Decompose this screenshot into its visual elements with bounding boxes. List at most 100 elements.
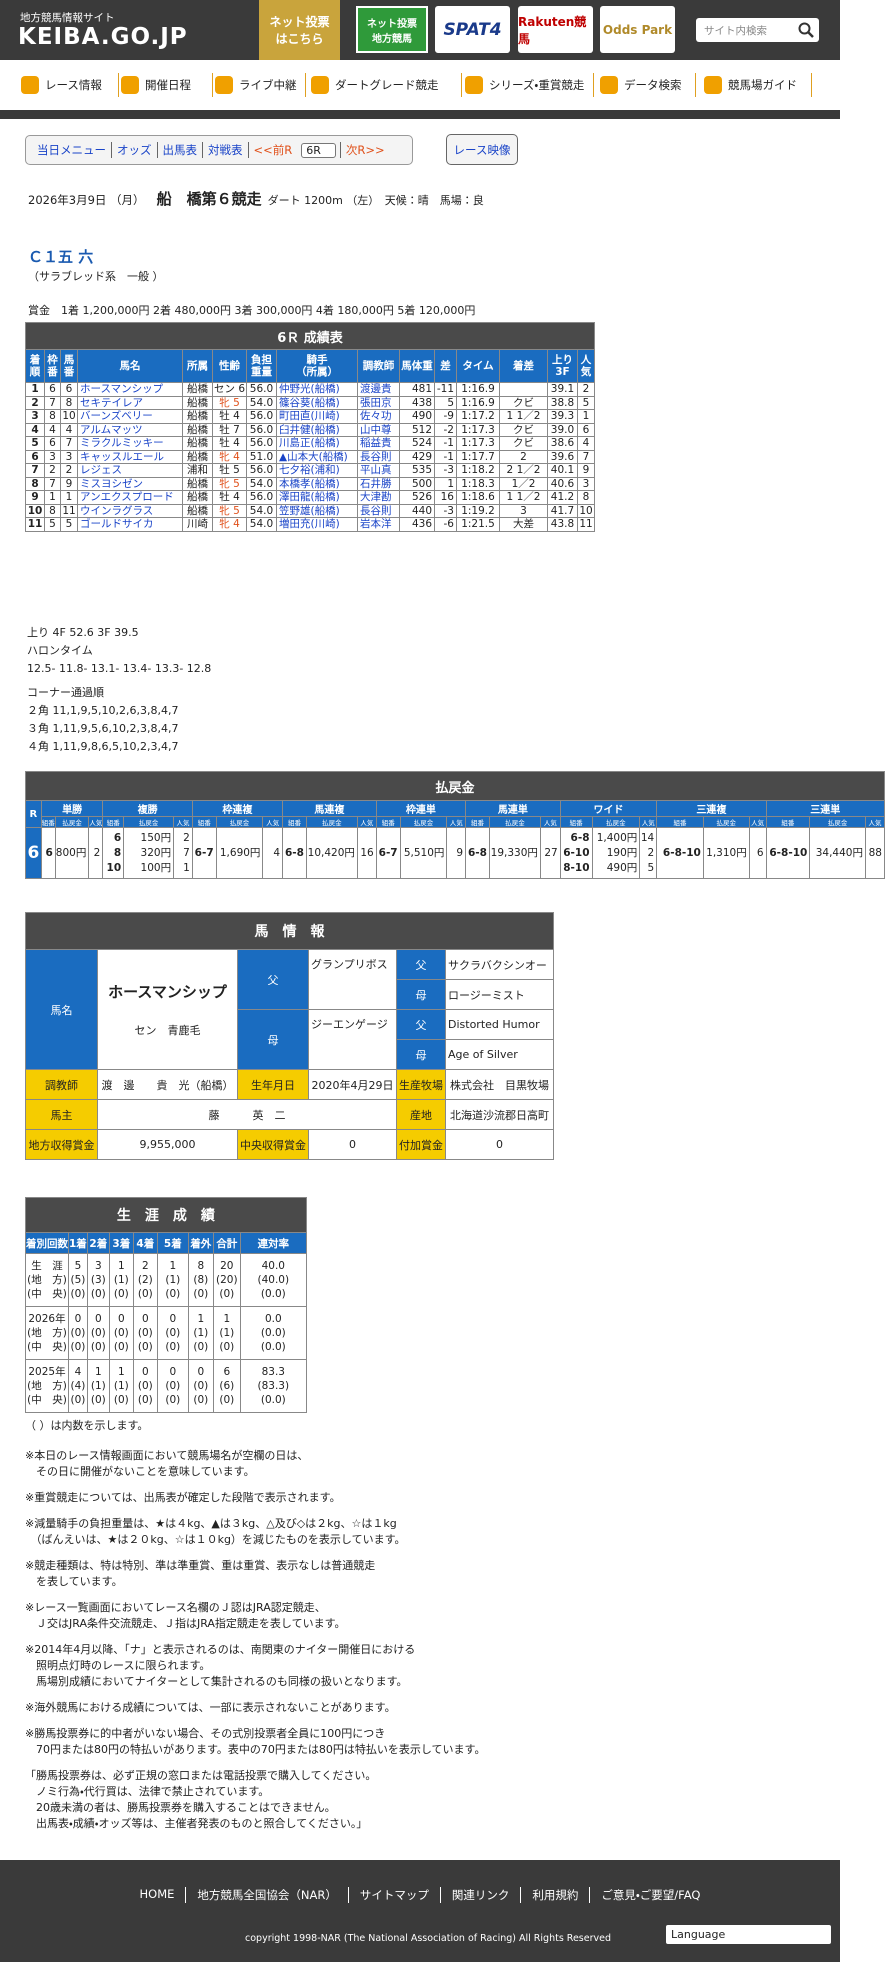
result-cell[interactable]: 石井勝 — [357, 476, 400, 491]
career-value: (0) — [90, 1394, 106, 1406]
note-line: その日に開催がないことを意味しています。 — [25, 1465, 255, 1478]
result-cell[interactable]: キャッスルエール — [77, 449, 183, 464]
footer-link[interactable]: 地方競馬全国協会（NAR） — [185, 1887, 347, 1903]
result-cell[interactable]: 渡邊貴 — [357, 382, 400, 397]
horse-info-title: 馬 情 報 — [25, 912, 554, 950]
result-cell[interactable]: アンエクスプロード — [77, 490, 183, 505]
language-select[interactable]: Language — [666, 1925, 831, 1944]
result-cell: 2 1／2 — [499, 463, 548, 478]
footer-link[interactable]: サイトマップ — [347, 1887, 440, 1903]
header-line: 番 — [47, 366, 58, 378]
result-cell[interactable]: 澤田龍(船橋) — [276, 490, 358, 505]
career-value: 5 — [74, 1260, 82, 1272]
search-icon[interactable] — [797, 21, 815, 39]
career-cell: 0 (0) (0) — [156, 1306, 189, 1360]
race-line: 2026年3月9日 （月） 船 橋第６競走 ダート 1200m （左） 天候：晴 馬… — [28, 188, 828, 210]
result-cell[interactable]: レジェス — [77, 463, 183, 478]
career-cell: 1 (1) (0) — [187, 1306, 214, 1360]
career-value: (0) — [113, 1341, 129, 1353]
menu-link[interactable]: <<前R — [247, 142, 298, 158]
result-cell[interactable]: 稲益貴 — [357, 436, 400, 451]
search-box[interactable]: サイト内検索 — [696, 18, 819, 42]
menu-link[interactable]: 対戦表 — [202, 142, 248, 158]
result-cell: 船橋 — [182, 503, 213, 518]
result-cell[interactable]: 張田京 — [357, 395, 400, 410]
result-cell[interactable]: ▲山本大(船橋) — [276, 449, 358, 464]
menu-link[interactable]: 当日メニュー — [37, 143, 106, 157]
nar-banner[interactable]: ネット投票 地方競馬 — [356, 6, 428, 53]
result-cell[interactable]: 本橋孝(船橋) — [276, 476, 358, 491]
result-cell[interactable]: ホースマンシップ — [77, 382, 183, 397]
result-cell[interactable]: 川島正(船橋) — [276, 436, 358, 451]
nav-item[interactable]: データ検索 — [600, 73, 696, 97]
result-cell[interactable]: 岩本洋 — [357, 517, 400, 532]
result-cell[interactable]: 臼井健(船橋) — [276, 422, 358, 437]
nav-item[interactable]: ライブ中継 — [215, 73, 306, 97]
partner-banner[interactable]: Odds Park — [600, 6, 675, 53]
footer-link[interactable]: 利用規約 — [520, 1887, 589, 1903]
race-select[interactable]: 6R — [301, 142, 336, 158]
result-cell[interactable]: 佐々功 — [357, 409, 400, 424]
result-cell — [499, 382, 548, 397]
bet-type: 馬連複 — [282, 800, 377, 817]
result-cell[interactable]: 山中尊 — [357, 422, 400, 437]
menu-link[interactable]: オッズ — [111, 142, 157, 158]
result-cell[interactable]: 仲野光(船橋) — [276, 382, 358, 397]
result-cell[interactable]: ウインラグラス — [77, 503, 183, 518]
result-cell[interactable]: セキテイレア — [77, 395, 183, 410]
partner-banner[interactable]: Rakuten競馬 — [518, 6, 593, 53]
result-cell[interactable]: アルムマッツ — [77, 422, 183, 437]
video-button[interactable]: レース映像 — [446, 134, 518, 165]
partner-banner[interactable]: SPAT4 — [435, 6, 510, 53]
career-table: 生 涯 成 績着別回数 1着 2着 3着 4着 5着 着外 合計 連対率生 涯 (地 方) (中 央… — [25, 1197, 307, 1413]
results-table: 6Ｒ 成績表着順枠番馬番馬名 所属 性齢 負担 重量 騎手 （所属） 調教師 馬体重差タイム 着差… — [25, 322, 595, 532]
result-cell[interactable]: 町田直(川崎) — [276, 409, 358, 424]
bet-type: 三連複 — [656, 800, 767, 817]
result-cell: 56.0 — [246, 382, 277, 397]
career-header: 4着 — [132, 1232, 158, 1254]
nav-item[interactable]: シリーズ・重賞競走 — [465, 73, 594, 97]
menu-link[interactable]: 次R>> — [339, 142, 390, 158]
nav-item[interactable]: レース情報 — [21, 73, 119, 97]
group-row: R 単勝 複勝 枠連複 馬連複 枠連単 馬連単 ワイド 三連複 三連単 — [25, 800, 885, 828]
career-value: 0 — [117, 1313, 125, 1325]
result-cell: 牡 5 — [212, 463, 247, 478]
footer-link[interactable]: HOME — [139, 1887, 175, 1901]
result-cell[interactable]: ミラクルミッキー — [77, 436, 183, 451]
nav-item[interactable]: 開催日程 — [121, 73, 213, 97]
sub-header: 払戻金 — [305, 816, 358, 828]
result-cell[interactable]: ゴールドサイカ — [77, 517, 183, 532]
result-cell[interactable]: 長谷則 — [357, 503, 400, 518]
result-cell: 40.1 — [547, 463, 578, 478]
result-cell[interactable]: 笠野雄(船橋) — [276, 503, 358, 518]
net-bet-button[interactable]: ネット投票 はこちら — [259, 0, 340, 60]
header-line: 調教師 — [362, 360, 395, 372]
title-row: 6Ｒ 成績表 — [25, 322, 595, 350]
nav-item[interactable]: 競馬場ガイド — [704, 73, 812, 97]
footer-link[interactable]: ご意見・ご要望/FAQ — [589, 1887, 711, 1903]
logo[interactable]: KEIBA.GO.JP — [18, 24, 188, 50]
result-cell[interactable]: 増田充(川崎) — [276, 517, 358, 532]
footer-link[interactable]: 関連リンク — [439, 1887, 521, 1903]
race-label: R — [25, 800, 42, 828]
menu-link[interactable]: 出馬表 — [156, 142, 203, 158]
race-distance: ダート 1200m （左） 天候：晴 馬場：良 — [267, 194, 484, 207]
payout-value: 6 — [45, 846, 53, 859]
result-cell[interactable]: 七夕裕(浦和) — [276, 463, 358, 478]
note-line: 出馬表・成績・オッズ等は、主催者発表のものと照合してください。」 — [25, 1817, 368, 1830]
result-cell[interactable]: 大津勘 — [357, 490, 400, 505]
result-cell[interactable]: ミスヨシゼン — [77, 476, 183, 491]
result-cell[interactable]: 平山真 — [357, 463, 400, 478]
result-cell[interactable]: バーンズベリー — [77, 409, 183, 424]
result-cell: 524 — [399, 436, 435, 451]
result-cell[interactable]: 長谷則 — [357, 449, 400, 464]
result-cell: 1／2 — [499, 476, 548, 491]
career-value: (0) — [137, 1394, 153, 1406]
nav-item[interactable]: ダートグレード競走 — [311, 73, 462, 97]
result-cell[interactable]: 篠谷葵(船橋) — [276, 395, 358, 410]
nav-icon — [21, 76, 39, 94]
career-value: 0 — [94, 1313, 102, 1325]
career-value: (0) — [219, 1394, 235, 1406]
last-furlongs: 上り 4F 52.6 3F 39.5 — [27, 626, 139, 639]
sub-header: 人気 — [446, 816, 467, 828]
